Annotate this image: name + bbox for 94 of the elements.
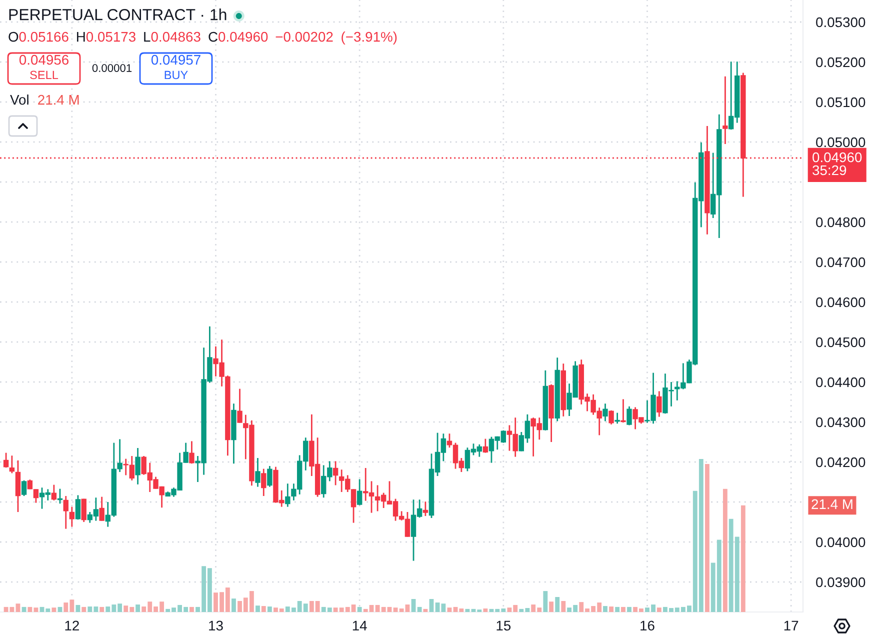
candlestick xyxy=(135,447,140,486)
candlestick xyxy=(51,484,57,502)
x-tick-label: 14 xyxy=(352,620,367,630)
x-tick-label: 13 xyxy=(209,620,223,631)
annotation: 21.4 M xyxy=(38,94,79,105)
candlestick xyxy=(21,480,27,497)
candlestick xyxy=(261,468,266,497)
candlestick xyxy=(422,500,428,517)
annotation: 0.04956 xyxy=(19,54,68,65)
annotation: 0.04957 xyxy=(151,54,200,65)
candlestick xyxy=(482,438,488,454)
candlestick xyxy=(722,76,728,145)
annotation: 0.00001 xyxy=(92,64,132,72)
y-tick-label: 0.04300 xyxy=(816,417,866,428)
y-tick-label: 0.04000 xyxy=(816,537,866,548)
annotation: BUY xyxy=(164,70,188,80)
chart-title: PERPETUAL CONTRACT · 1h xyxy=(9,8,226,20)
bar xyxy=(603,606,608,612)
bar xyxy=(22,606,26,612)
bar xyxy=(627,606,632,612)
bar xyxy=(615,606,620,612)
bar xyxy=(555,597,560,612)
bar xyxy=(543,591,548,612)
bar xyxy=(52,608,56,612)
bar xyxy=(190,606,194,612)
bar xyxy=(429,598,434,612)
bar xyxy=(411,598,416,612)
bar xyxy=(740,505,746,612)
x-tick-label: 12 xyxy=(65,620,79,630)
candlestick xyxy=(189,440,194,464)
bar xyxy=(16,604,20,612)
candlestick xyxy=(255,457,260,488)
bar xyxy=(136,604,140,612)
candlestick xyxy=(99,496,104,522)
y-tick-label: 0.05100 xyxy=(816,97,866,108)
candlestick xyxy=(3,452,9,468)
bar xyxy=(609,606,614,612)
candlestick xyxy=(332,460,338,486)
bar xyxy=(705,464,710,612)
candlestick xyxy=(81,498,86,523)
annotation: SELL xyxy=(30,70,58,80)
bar xyxy=(58,606,62,612)
text: 21.4 M xyxy=(812,499,852,509)
candlestick xyxy=(237,388,242,424)
candlestick xyxy=(626,406,632,426)
bar xyxy=(656,608,662,612)
candlestick xyxy=(620,398,626,424)
annotation: Vol xyxy=(10,94,28,105)
text: O0.05166 H0.05173 L0.04863 C0.04960 −0.00202 (−3.91%) xyxy=(8,32,397,44)
x-tick-label: 15 xyxy=(496,620,511,631)
candlestick xyxy=(614,412,620,424)
candlestick xyxy=(356,478,362,506)
candlestick xyxy=(57,488,63,504)
x-tick-label: 17 xyxy=(784,620,798,630)
y-tick-label: 0.04400 xyxy=(816,377,866,388)
bar xyxy=(483,608,488,612)
bar xyxy=(76,604,80,612)
candlestick xyxy=(608,410,614,426)
candlestick xyxy=(285,482,290,508)
y-tick-label: 0.05200 xyxy=(816,57,866,68)
bar xyxy=(256,606,260,612)
bar xyxy=(100,606,104,612)
y-tick-label: 0.04800 xyxy=(816,217,866,228)
bar xyxy=(393,608,398,612)
ref-line-label: 0.04960 35:29 xyxy=(812,152,862,176)
y-tick-label: 0.05000 xyxy=(816,137,866,148)
bar xyxy=(423,608,428,612)
y-tick-label: 0.04700 xyxy=(816,257,866,268)
bar xyxy=(465,608,470,612)
bar xyxy=(549,602,554,612)
y-tick-label: 0.03900 xyxy=(816,577,866,588)
bar xyxy=(357,606,362,612)
candlestick xyxy=(267,465,272,488)
candlestick xyxy=(602,402,608,422)
bar xyxy=(722,488,728,612)
bar xyxy=(447,608,452,612)
y-tick-label: 0.04200 xyxy=(816,457,866,468)
candlestick xyxy=(75,494,81,520)
candlestick xyxy=(9,454,15,474)
x-tick-label: 16 xyxy=(640,620,654,631)
y-tick-label: 0.04500 xyxy=(816,337,866,348)
bar xyxy=(267,606,272,612)
bar xyxy=(232,598,236,612)
bar xyxy=(561,600,566,612)
y-tick-label: 0.05300 xyxy=(816,17,866,28)
bar xyxy=(82,606,86,612)
candlestick xyxy=(15,460,21,513)
candlestick xyxy=(69,506,75,528)
bar xyxy=(261,606,266,612)
bar xyxy=(417,606,422,612)
candlestick xyxy=(63,495,68,530)
candlestick xyxy=(656,390,662,418)
y-tick-label: 0.04600 xyxy=(816,297,866,308)
bar xyxy=(621,606,626,612)
